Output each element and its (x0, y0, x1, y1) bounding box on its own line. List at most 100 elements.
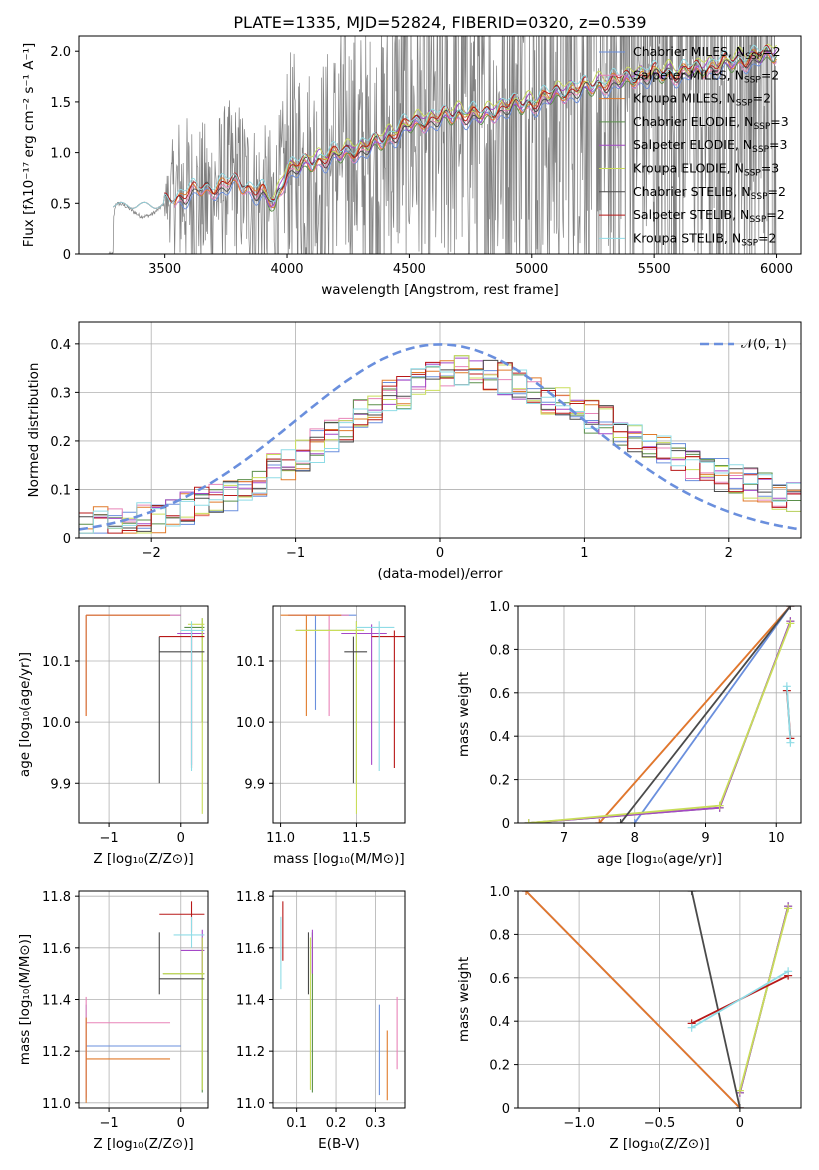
legend-entry: Kroupa ELODIE, NSSP=3 (633, 161, 779, 179)
x-tick-label: −1.0 (563, 1116, 595, 1131)
weight-line (633, 606, 792, 823)
x-tick-label: 4000 (270, 262, 303, 277)
y-tick-label: 11.8 (42, 890, 71, 905)
legend: Chabrier MILES, NSSP=2 Salpeter MILES, NS… (599, 44, 789, 248)
x-axis-label: Z [log₁₀(Z/Z⊙)] (93, 1136, 193, 1152)
y-tick-label: 1.0 (489, 600, 510, 615)
weight-line (528, 623, 792, 823)
x-tick-label: 11.5 (342, 831, 371, 846)
legend-entry: Chabrier MILES, NSSP=2 (633, 44, 781, 62)
panel-age_vs_Z: −1 0 9.9 10.0 10.1 Z [log₁₀(Z/Z⊙)] age [log₁₀(… (17, 605, 209, 867)
x-tick-label: 0 (177, 1116, 185, 1131)
axes-frame (517, 605, 802, 824)
x-tick-label: 0.2 (326, 1116, 347, 1131)
weight-point (786, 738, 795, 747)
y-tick-label: 10.1 (42, 655, 71, 670)
axes-frame (272, 605, 406, 824)
panel-weight_vs_Z: −1.0 −0.5 0 0 0.2 0.4 0.6 0.8 1.0 Z [log₁₀(Z/Z⊙)]… (456, 885, 802, 1152)
weight-line (739, 908, 789, 1091)
x-tick-label: 2 (725, 546, 733, 561)
y-tick-label: 11.0 (42, 1097, 71, 1112)
legend-entry: Kroupa STELIB, NSSP=2 (633, 230, 777, 248)
x-tick-label: 4500 (393, 262, 426, 277)
y-tick-label: 0.8 (489, 928, 510, 943)
weight-point (715, 801, 724, 810)
y-axis-label: mass weight (456, 672, 472, 757)
weight-line (598, 606, 792, 823)
y-axis-label: mass [log₁₀(M/M⊙)] (17, 934, 33, 1065)
y-tick-label: 10.1 (236, 655, 265, 670)
x-axis-label: age [log₁₀(age/yr)] (597, 851, 722, 867)
plot-area-mass_vs_ebv (280, 901, 398, 1101)
residual-histogram (79, 365, 801, 534)
model-spectrum-line (113, 44, 776, 209)
plot-area-spectrum (108, 36, 777, 254)
y-tick-label: 0.8 (489, 643, 510, 658)
y-tick-label: 9.9 (244, 777, 265, 792)
x-tick-label: 0.1 (286, 1116, 307, 1131)
weight-point (786, 619, 795, 628)
model-spectrum-line (113, 46, 776, 209)
y-tick-label: 0.4 (489, 1015, 510, 1030)
y-tick-label: 10.0 (42, 716, 71, 731)
y-tick-label: 2.0 (50, 45, 71, 60)
legend-entry: Chabrier ELODIE, NSSP=3 (633, 114, 789, 132)
y-axis-label: age [log₁₀(age/yr)] (17, 652, 33, 777)
y-tick-label: 0.4 (50, 338, 71, 353)
x-tick-label: 0 (736, 1116, 744, 1131)
y-tick-label: 0.4 (489, 730, 510, 745)
model-spectrum-line (174, 51, 777, 210)
panel-age_vs_mass: 11.0 11.5 9.9 10.0 10.1 mass [log₁₀(M/M⊙)] (236, 605, 406, 867)
x-axis-label: Z [log₁₀(Z/Z⊙)] (93, 851, 193, 867)
x-tick-label: −2 (142, 546, 161, 561)
x-tick-label: −1 (286, 546, 305, 561)
gaussian-curve (79, 343, 801, 531)
y-tick-label: 11.8 (236, 890, 265, 905)
weight-point (616, 819, 625, 823)
y-tick-label: 1.0 (50, 147, 71, 162)
x-axis-label: mass [log₁₀(M/M⊙)] (273, 851, 404, 867)
weight-point (595, 819, 604, 823)
model-spectrum-line (113, 44, 776, 209)
weight-point (735, 1104, 744, 1108)
x-axis-label: (data-model)/error (377, 566, 503, 582)
weight-point (630, 819, 639, 823)
x-axis-label: E(B-V) (318, 1136, 360, 1152)
plot-area-residuals (79, 343, 801, 534)
y-tick-label: 0 (502, 817, 510, 832)
y-axis-label: Normed distribution (26, 363, 42, 498)
residual-histogram (79, 355, 801, 534)
weight-point (687, 1023, 696, 1032)
x-tick-label: 9 (701, 831, 709, 846)
legend-entry: Salpeter ELODIE, NSSP=3 (633, 137, 787, 155)
weight-point (687, 891, 696, 895)
weight-point (524, 819, 533, 823)
x-tick-label: −1 (100, 831, 119, 846)
plot-area-weight_vs_age (524, 606, 795, 823)
plot-area-mass_vs_Z (85, 901, 205, 1103)
plot-area-age_vs_mass (280, 614, 405, 814)
x-axis-label: Z [log₁₀(Z/Z⊙)] (609, 1136, 709, 1152)
x-tick-label: 0 (177, 831, 185, 846)
y-axis-label: Flux [fλ10⁻¹⁷ erg cm⁻² s⁻¹ A⁻¹] (21, 43, 37, 248)
y-tick-label: 0 (502, 1102, 510, 1117)
observed-spectrum (108, 36, 777, 254)
weight-point (784, 904, 793, 913)
legend-entry: 𝒩(0, 1) (741, 336, 787, 351)
panel-spectrum: Chabrier MILES, NSSP=2 Salpeter MILES, NS… (21, 35, 802, 298)
model-spectrum-line (174, 49, 777, 209)
x-tick-label: −0.5 (644, 1116, 676, 1131)
x-tick-label: 3500 (148, 262, 181, 277)
x-tick-label: 7 (560, 831, 568, 846)
y-tick-label: 1.5 (50, 96, 71, 111)
weight-line (619, 606, 792, 823)
weight-line (691, 970, 789, 1029)
x-tick-label: 10 (768, 831, 785, 846)
y-tick-label: 11.0 (236, 1097, 265, 1112)
y-tick-label: 0.5 (50, 197, 71, 212)
y-tick-label: 0.6 (489, 687, 510, 702)
panel-mass_vs_ebv: 0.1 0.2 0.3 11.0 11.2 11.4 11.6 11.8 E(B-V) (236, 890, 406, 1152)
y-tick-label: 0.3 (50, 386, 71, 401)
y-tick-label: 11.2 (236, 1045, 265, 1060)
